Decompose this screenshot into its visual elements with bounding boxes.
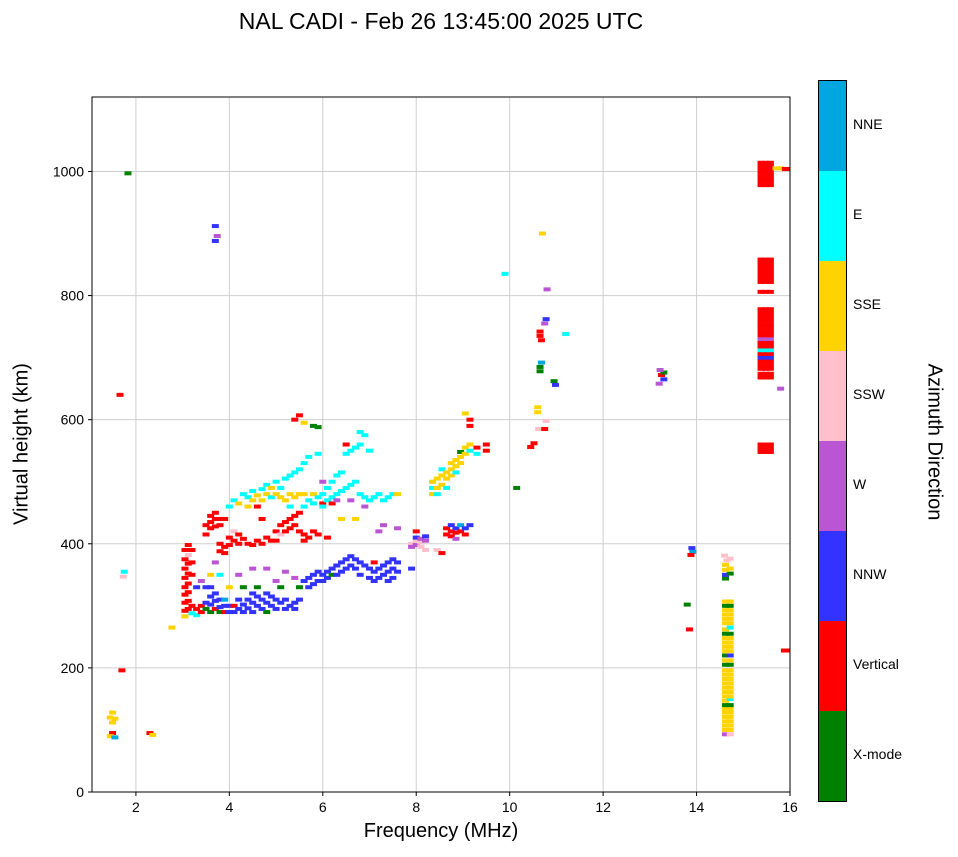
gridlines — [92, 97, 791, 793]
legend-label-e: E — [853, 206, 863, 222]
colorbar-segment-nne — [819, 81, 846, 171]
x-tick-label: 12 — [595, 799, 611, 815]
x-tick-label: 6 — [319, 799, 327, 815]
x-tick-label: 8 — [412, 799, 420, 815]
colorbar-segment-nnw — [819, 531, 846, 621]
y-tick-label: 600 — [61, 412, 85, 428]
chart-title: NAL CADI - Feb 26 13:45:00 2025 UTC — [238, 8, 644, 34]
x-tick-label: 16 — [782, 799, 798, 815]
x-axis-label: Frequency (MHz) — [363, 820, 519, 842]
y-tick-label: 1000 — [53, 163, 84, 179]
colorbar-segment-sse — [819, 261, 846, 351]
y-tick-label: 400 — [61, 536, 85, 552]
legend-label-nne: NNE — [853, 116, 883, 132]
y-tick-label: 800 — [61, 288, 85, 304]
colorbar-segment-x-mode — [819, 711, 846, 801]
x-tick-label: 10 — [502, 799, 518, 815]
legend-label-vertical: Vertical — [853, 656, 899, 672]
colorbar-segment-e — [819, 171, 846, 261]
legend-label-nnw: NNW — [853, 566, 887, 582]
scatter-points — [106, 160, 790, 740]
legend-label-sse: SSE — [853, 296, 882, 312]
colorbar-axis-label: Azimuth Direction — [923, 363, 946, 521]
x-tick-label: 2 — [132, 799, 140, 815]
colorbar-segment-w — [819, 441, 846, 531]
plot-frame — [91, 96, 791, 793]
y-tick-label: 0 — [76, 784, 84, 800]
colorbar — [818, 80, 847, 802]
legend-label-w: W — [853, 476, 867, 492]
legend-label-x-mode: X-mode — [853, 746, 903, 762]
colorbar-segment-ssw — [819, 351, 846, 441]
y-axis-label: Virtual height (km) — [10, 363, 33, 525]
colorbar-segment-vertical — [819, 621, 846, 711]
y-tick-label: 200 — [61, 660, 85, 676]
x-tick-label: 4 — [225, 799, 233, 815]
x-tick-label: 14 — [689, 799, 705, 815]
legend-label-ssw: SSW — [853, 386, 885, 402]
